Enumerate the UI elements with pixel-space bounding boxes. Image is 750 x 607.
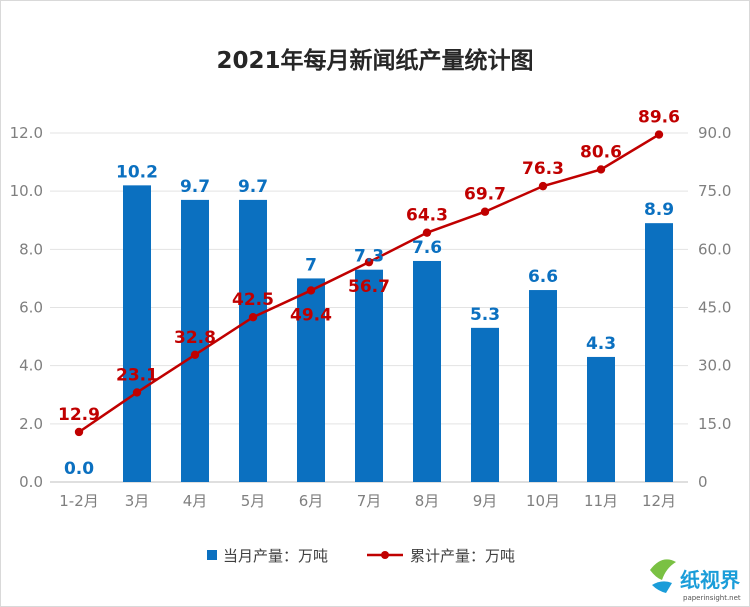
y-left-tick-label: 6.0 — [19, 299, 43, 317]
bar-data-label: 4.3 — [586, 334, 616, 354]
bar-series — [123, 185, 673, 483]
bar-data-label: 9.7 — [180, 177, 210, 197]
line-point — [190, 350, 200, 360]
y-right-tick-label: 45.0 — [698, 299, 731, 317]
y-left-tick-label: 12.0 — [10, 124, 43, 142]
y-left-tick-label: 4.0 — [19, 357, 43, 375]
axes: 0.0 2.0 4.0 6.0 8.0 10.0 12.0 0 15.0 30.0 45.0 60.0… — [10, 124, 732, 510]
bar-data-label: 6.6 — [528, 267, 558, 287]
line-point — [248, 312, 258, 322]
bar-data-label: 7.3 — [354, 247, 384, 267]
line-data-label: 23.1 — [116, 365, 158, 385]
logo-text: 纸视界 — [680, 568, 740, 592]
line-data-label: 12.9 — [58, 405, 100, 425]
y-right-tick-label: 90.0 — [698, 124, 731, 142]
line-point — [596, 165, 606, 174]
line-data-label: 56.7 — [348, 277, 390, 297]
x-tick-label: 6月 — [299, 492, 324, 510]
x-tick-label: 1-2月 — [59, 492, 99, 510]
line-point — [306, 286, 316, 295]
line-point — [480, 207, 490, 216]
x-tick-label: 4月 — [183, 492, 208, 510]
legend: 当月产量：万吨 累计产量：万吨 — [207, 547, 515, 565]
bar — [413, 260, 441, 482]
line-point — [538, 181, 548, 191]
chart-title: 2021年每月新闻纸产量统计图 — [216, 47, 533, 74]
line-point — [654, 130, 664, 139]
x-tick-label: 9月 — [473, 492, 498, 510]
line-data-label: 49.4 — [290, 305, 332, 325]
gridlines — [50, 132, 688, 483]
bar-data-label: 9.7 — [238, 177, 268, 197]
y-right-tick-label: 75.0 — [698, 182, 731, 200]
line-point — [364, 257, 374, 267]
y-left-tick-label: 0.0 — [19, 473, 43, 491]
y-right-tick-label: 30.0 — [698, 357, 731, 375]
legend-bar-label: 当月产量：万吨 — [223, 547, 328, 565]
line-data-label: 76.3 — [522, 159, 564, 179]
y-right-tick-label: 60.0 — [698, 240, 731, 258]
bar — [471, 327, 499, 482]
bar — [123, 185, 151, 482]
line-data-label: 80.6 — [580, 142, 622, 162]
line-data-label: 89.6 — [638, 108, 680, 128]
logo-url: paperinsight.net — [683, 594, 741, 602]
bar — [297, 278, 325, 482]
logo-drop-icon — [652, 581, 672, 593]
legend-bar-swatch — [207, 550, 217, 560]
line-data-label: 42.5 — [232, 290, 274, 310]
bar — [355, 269, 383, 482]
data-labels: 0.0 10.2 9.7 9.7 7 7.3 7.6 5.3 6.6 4.3 8.9 12.9 23.1… — [58, 108, 680, 479]
bar — [181, 199, 209, 482]
line-series — [74, 130, 664, 437]
line-data-label: 32.8 — [174, 328, 216, 348]
x-tick-label: 10月 — [526, 492, 560, 510]
bar — [529, 290, 557, 482]
bar — [645, 223, 673, 483]
line-data-label: 64.3 — [406, 206, 448, 226]
bar — [239, 199, 267, 482]
watermark-logo: 纸视界 paperinsight.net — [650, 559, 741, 602]
bar-data-label: 7.6 — [412, 238, 442, 258]
line-point — [132, 388, 142, 397]
line-point — [74, 427, 84, 437]
y-right-tick-label: 0 — [698, 473, 708, 491]
x-tick-label: 12月 — [642, 492, 676, 510]
bar-data-label: 0.0 — [64, 459, 94, 479]
x-tick-label: 3月 — [125, 492, 150, 510]
x-tick-label: 5月 — [241, 492, 266, 510]
logo-leaf-icon — [650, 559, 676, 580]
x-tick-label: 11月 — [584, 492, 618, 510]
y-left-tick-label: 2.0 — [19, 415, 43, 433]
legend-line-label: 累计产量：万吨 — [410, 547, 515, 565]
bar-data-label: 7 — [305, 255, 317, 275]
line-data-label: 69.7 — [464, 185, 506, 205]
y-left-tick-label: 10.0 — [10, 182, 43, 200]
line-point — [422, 228, 432, 237]
y-right-tick-label: 15.0 — [698, 415, 731, 433]
x-tick-label: 8月 — [415, 492, 440, 510]
y-left-tick-label: 8.0 — [19, 240, 43, 258]
bar-data-label: 8.9 — [644, 200, 674, 220]
bar-data-label: 5.3 — [470, 305, 500, 325]
bar-data-label: 10.2 — [116, 162, 158, 182]
bar — [587, 356, 615, 482]
x-tick-label: 7月 — [357, 492, 382, 510]
legend-line-marker — [381, 551, 389, 559]
